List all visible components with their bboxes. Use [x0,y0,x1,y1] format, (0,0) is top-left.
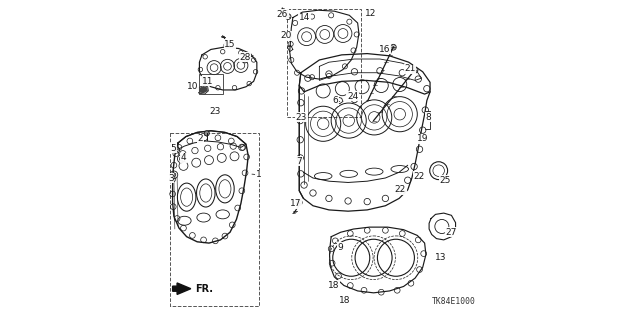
Bar [287,9,361,117]
Text: 3: 3 [168,174,173,182]
Text: 26: 26 [276,10,288,19]
Text: 7: 7 [296,157,302,166]
Text: 28: 28 [239,53,251,62]
Circle shape [242,57,248,63]
Text: 17: 17 [291,199,302,208]
Circle shape [172,173,176,177]
Text: 15: 15 [224,40,236,48]
Bar [170,133,259,306]
Circle shape [390,44,396,50]
Text: 24: 24 [347,92,358,101]
Text: 27: 27 [445,228,457,237]
Circle shape [204,131,209,136]
Text: TK84E1000: TK84E1000 [432,297,476,306]
Text: 13: 13 [435,253,446,262]
Text: 22: 22 [395,185,406,194]
Polygon shape [173,283,191,294]
Text: 14: 14 [299,13,310,22]
Text: 6: 6 [332,96,338,105]
Text: FR.: FR. [195,284,213,294]
Text: 2: 2 [198,134,203,143]
Text: 23: 23 [296,113,307,122]
Text: 4: 4 [180,153,186,162]
Text: 20: 20 [281,31,292,40]
Text: 9: 9 [338,243,344,252]
Text: 19: 19 [417,134,428,143]
Polygon shape [200,87,207,93]
Circle shape [412,67,418,73]
Text: 11: 11 [202,77,214,86]
Circle shape [224,42,230,48]
Bar [200,74,223,94]
Text: 10: 10 [188,82,199,91]
Text: 5: 5 [170,144,176,153]
Text: 21: 21 [404,64,415,73]
Text: 16: 16 [379,45,390,54]
Text: 18: 18 [339,296,351,305]
Text: 12: 12 [365,9,376,18]
Circle shape [296,200,302,205]
Circle shape [285,14,291,19]
Text: 1: 1 [256,170,262,179]
Text: 25: 25 [440,176,451,185]
Text: 22: 22 [413,172,424,181]
Text: 23: 23 [210,107,221,116]
Text: 8: 8 [426,113,431,122]
Text: 18: 18 [328,281,339,290]
